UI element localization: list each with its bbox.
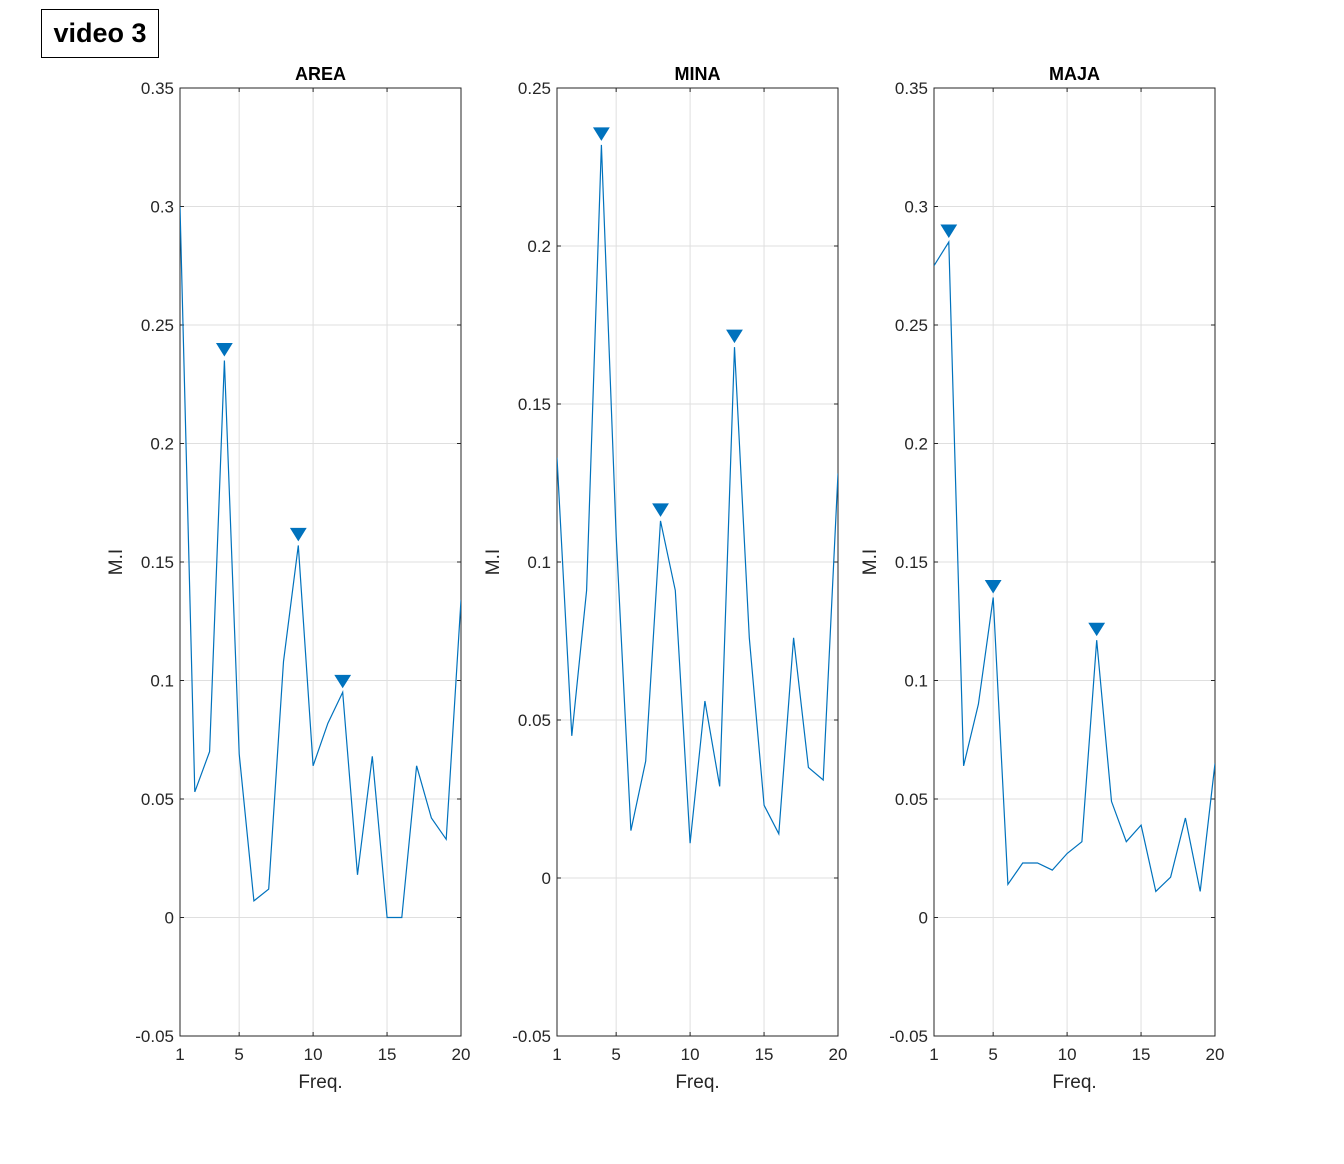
- y-tick-label: 0.35: [141, 79, 174, 98]
- y-axis-label: M.I: [106, 549, 127, 575]
- peak-marker: [215, 343, 233, 357]
- peak-marker: [652, 503, 669, 517]
- x-axis-label: Freq.: [298, 1072, 342, 1093]
- y-tick-label: 0.05: [895, 790, 928, 809]
- y-tick-label: 0.2: [150, 435, 174, 454]
- figure-title: video 3: [53, 18, 147, 48]
- peak-marker: [334, 674, 352, 689]
- subplot-title: AREA: [295, 64, 346, 84]
- figure-title-box: video 3: [41, 9, 159, 58]
- subplot-3: 1 5 10 15 20-0.0500.050.10.150.20.250.30.35M…: [860, 64, 1224, 1093]
- subplot-2: 1 5 10 15 20-0.0500.050.10.150.20.25MINAFreq…: [483, 64, 847, 1093]
- peak-marker: [289, 527, 307, 542]
- x-tick-label: 10: [681, 1045, 700, 1064]
- y-tick-label: 0.1: [150, 672, 174, 691]
- x-tick-label: 5: [234, 1045, 243, 1064]
- data-line: [934, 239, 1215, 893]
- y-tick-label: 0.05: [141, 790, 174, 809]
- x-tick-label: 1: [929, 1045, 938, 1064]
- y-tick-label: 0.3: [904, 198, 928, 217]
- y-tick-label: 0: [919, 909, 928, 928]
- x-axis-label: Freq.: [675, 1072, 719, 1093]
- x-tick-label: 5: [611, 1045, 620, 1064]
- x-tick-label: 20: [829, 1045, 848, 1064]
- y-tick-label: 0.15: [141, 553, 174, 572]
- y-tick-label: 0.05: [518, 711, 551, 730]
- y-tick-label: 0: [165, 909, 174, 928]
- y-tick-label: 0.2: [904, 435, 928, 454]
- y-tick-label: 0.15: [895, 553, 928, 572]
- x-tick-label: 20: [452, 1045, 471, 1064]
- subplot-title: MAJA: [1049, 64, 1100, 84]
- y-tick-label: -0.05: [512, 1027, 551, 1046]
- peak-marker: [726, 329, 743, 344]
- y-tick-label: 0.25: [895, 316, 928, 335]
- x-tick-label: 1: [552, 1045, 561, 1064]
- y-tick-label: -0.05: [889, 1027, 928, 1046]
- y-axis-label: M.I: [483, 549, 504, 575]
- y-tick-label: 0: [542, 869, 551, 888]
- x-axis-label: Freq.: [1052, 1072, 1096, 1093]
- y-tick-label: 0.35: [895, 79, 928, 98]
- x-tick-label: 10: [304, 1045, 323, 1064]
- peak-marker: [984, 580, 1002, 594]
- subplot-title: MINA: [675, 64, 721, 84]
- data-line: [557, 144, 838, 844]
- y-tick-label: 0.1: [904, 672, 928, 691]
- y-tick-label: 0.25: [518, 79, 551, 98]
- y-axis-label: M.I: [860, 549, 881, 575]
- x-tick-label: 20: [1206, 1045, 1225, 1064]
- y-tick-label: 0.1: [527, 553, 551, 572]
- y-tick-label: 0.3: [150, 198, 174, 217]
- subplot-1: 1 5 10 15 20-0.0500.050.10.150.20.250.30.35A…: [106, 64, 470, 1093]
- data-line: [180, 206, 461, 919]
- peak-marker: [1088, 622, 1106, 637]
- x-tick-label: 10: [1058, 1045, 1077, 1064]
- x-tick-label: 15: [378, 1045, 397, 1064]
- y-tick-label: 0.15: [518, 395, 551, 414]
- y-tick-label: -0.05: [135, 1027, 174, 1046]
- peak-marker: [940, 224, 958, 238]
- x-tick-label: 5: [988, 1045, 997, 1064]
- y-tick-label: 0.25: [141, 316, 174, 335]
- x-tick-label: 15: [755, 1045, 774, 1064]
- peak-marker: [592, 127, 610, 141]
- x-tick-label: 15: [1132, 1045, 1151, 1064]
- x-tick-label: 1: [175, 1045, 184, 1064]
- y-tick-label: 0.2: [527, 237, 551, 256]
